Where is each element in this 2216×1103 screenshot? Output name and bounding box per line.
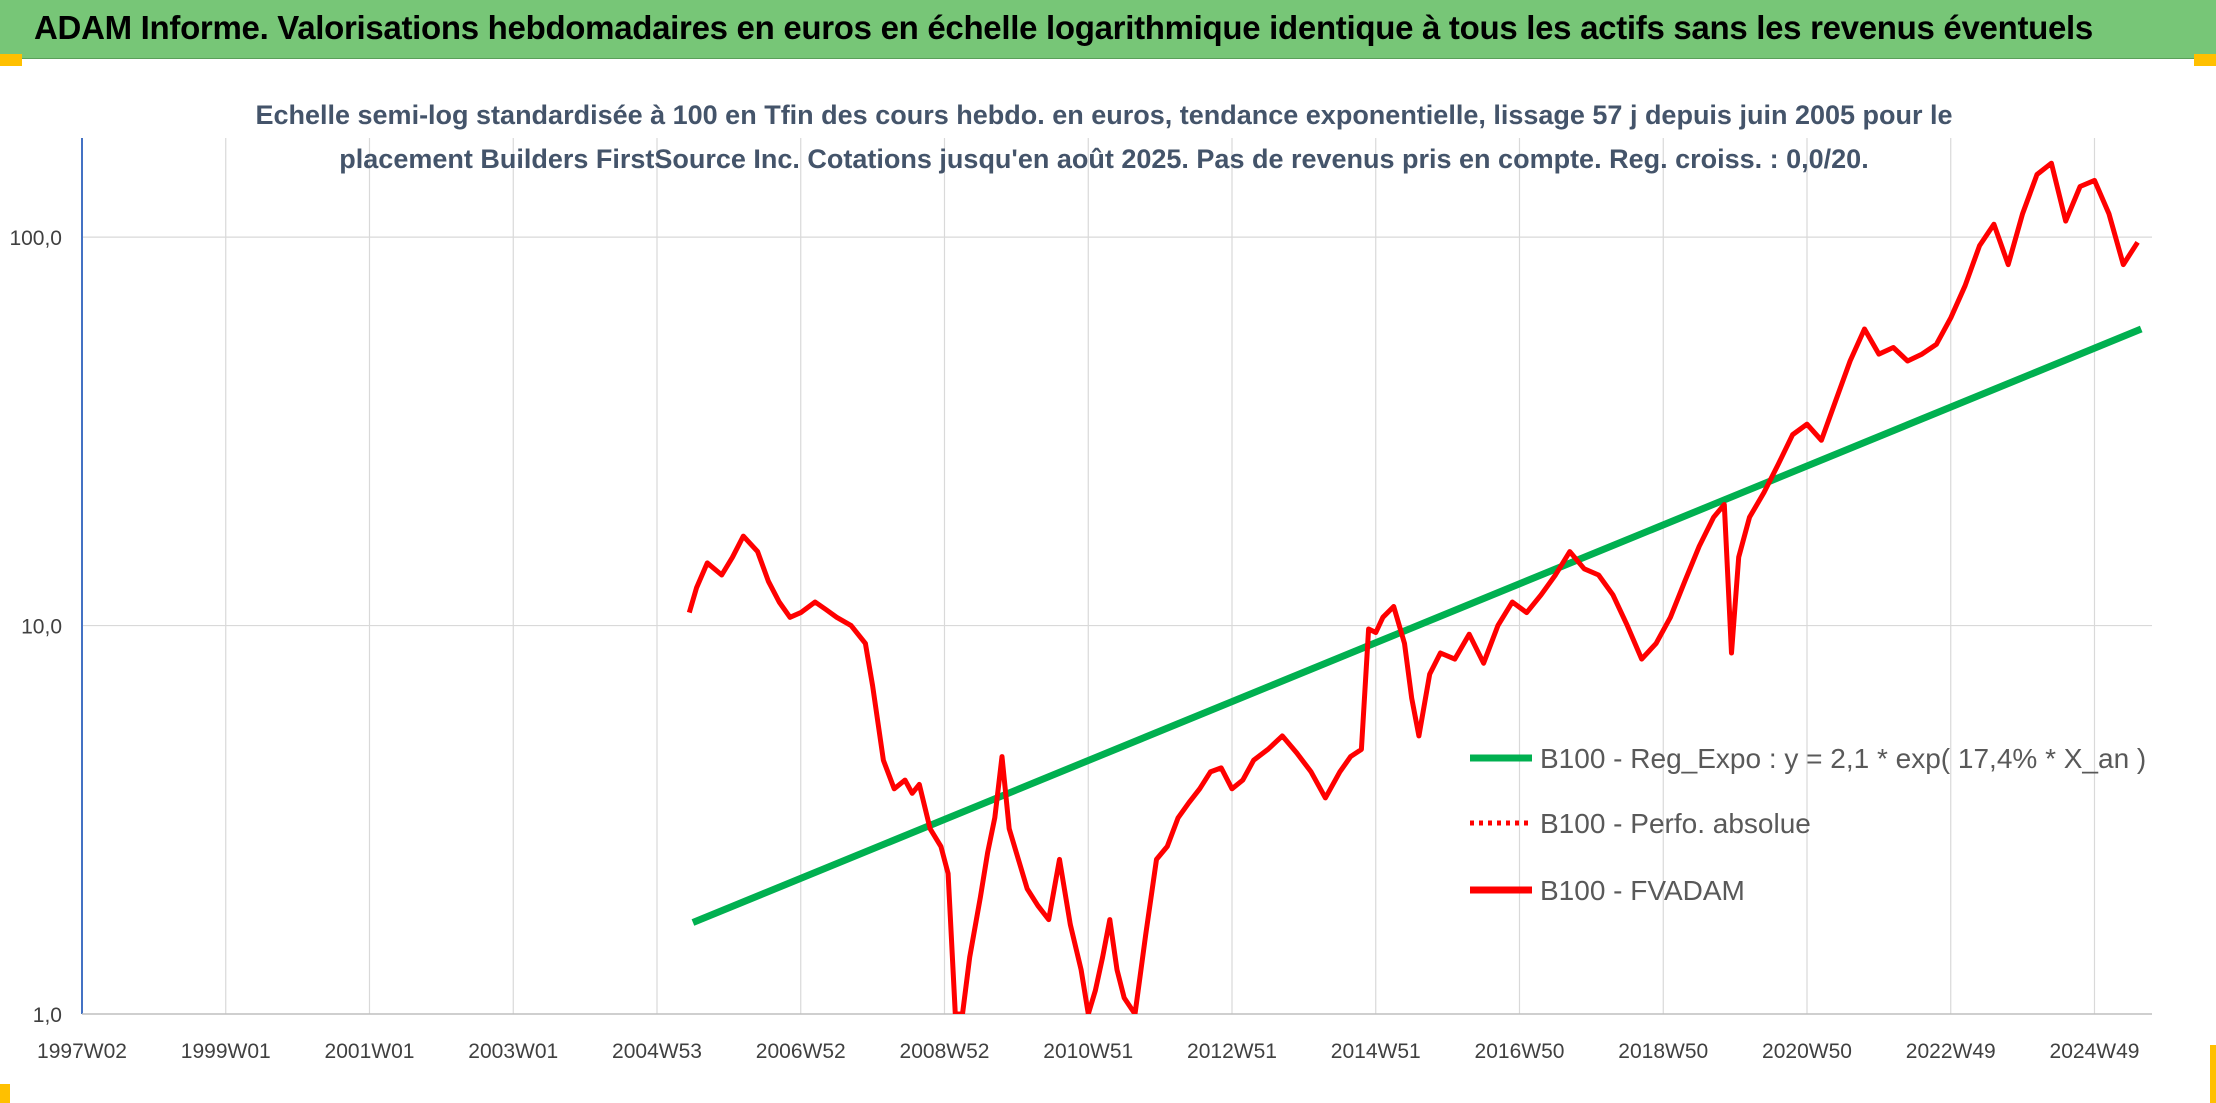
legend-label-fvadam: B100 - FVADAM [1540,875,1745,906]
x-tick-label: 2006W52 [756,1040,846,1063]
x-tick-label: 2012W51 [1187,1040,1277,1063]
x-tick-label: 2020W50 [1762,1040,1852,1063]
x-tick-label: 2008W52 [900,1040,990,1063]
corner-accent-top-left [0,54,22,66]
series-layer [686,160,2143,1014]
chart-subtitle-line-2: placement Builders FirstSource Inc. Cota… [339,144,1868,174]
x-tick-labels: 1997W02 1999W01 2001W01 2003W01 2004W53 2006W… [37,1040,2139,1063]
x-tick-label: 2016W50 [1475,1040,1565,1063]
y-tick-labels: 1,0 10,0 100,0 [9,227,62,1027]
corner-accent-bottom-left [0,1084,10,1103]
x-tick-label: 2018W50 [1618,1040,1708,1063]
x-tick-label: 2022W49 [1906,1040,1996,1063]
x-tick-label: 1999W01 [181,1040,271,1063]
series-line-fvadam [686,160,2140,1014]
gridlines [82,138,2152,1014]
y-tick-label: 10,0 [21,616,62,639]
x-tick-label: 2004W53 [612,1040,702,1063]
title-bar: ADAM Informe. Valorisations hebdomadaire… [0,0,2216,59]
chart-subtitle-line-1: Echelle semi-log standardisée à 100 en T… [255,100,1952,130]
x-tick-label: 2003W01 [468,1040,558,1063]
page-title: ADAM Informe. Valorisations hebdomadaire… [34,9,2093,46]
x-tick-label: 2014W51 [1331,1040,1421,1063]
legend: B100 - Reg_Expo : y = 2,1 * exp( 17,4% *… [1470,743,2146,906]
x-tick-label: 2024W49 [2050,1040,2140,1063]
y-tick-label: 100,0 [9,227,62,250]
x-tick-label: 2001W01 [325,1040,415,1063]
legend-label-perfo: B100 - Perfo. absolue [1540,808,1811,839]
corner-accent-bottom-right [2210,1045,2216,1103]
x-tick-label: 1997W02 [37,1040,127,1063]
y-tick-label: 1,0 [33,1004,62,1027]
x-tick-label: 2010W51 [1043,1040,1133,1063]
series-line-regression [691,325,2143,926]
corner-accent-top-right [2194,54,2216,66]
legend-label-regression: B100 - Reg_Expo : y = 2,1 * exp( 17,4% *… [1540,743,2146,774]
